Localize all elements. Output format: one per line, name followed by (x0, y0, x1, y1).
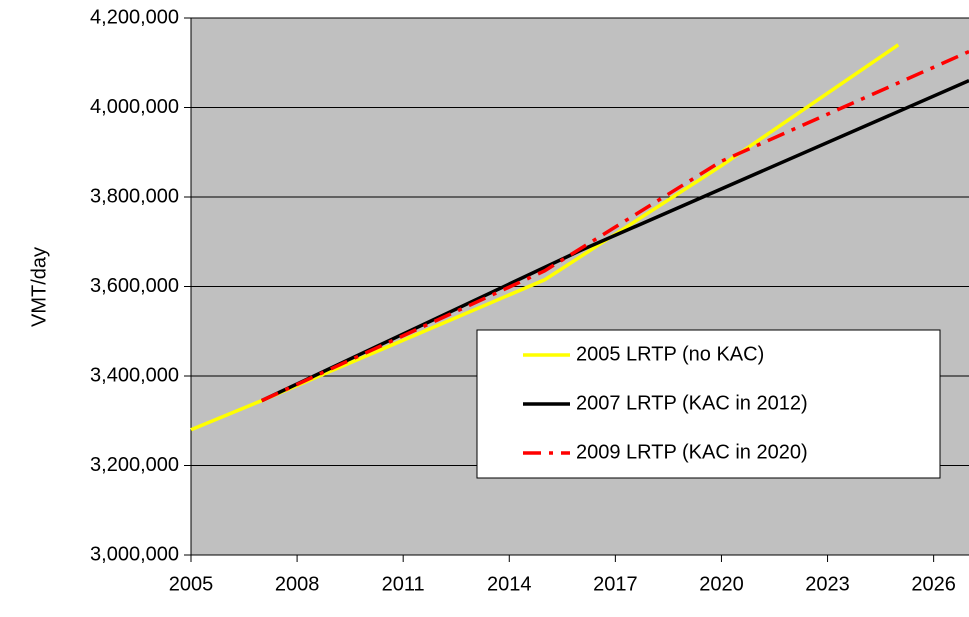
x-tick-label: 2020 (699, 573, 744, 595)
series-line (260, 49, 969, 403)
y-tick-label: 3,800,000 (90, 185, 179, 207)
y-axis-label: VMT/day (28, 247, 50, 327)
y-tick-label: 4,000,000 (90, 96, 179, 118)
y-tick-label: 3,400,000 (90, 364, 179, 386)
x-tick-label: 2014 (487, 573, 532, 595)
x-tick-label: 2011 (382, 573, 425, 595)
x-tick-label: 2005 (169, 573, 214, 595)
series-line (190, 43, 900, 432)
x-tick-label: 2008 (275, 573, 320, 595)
x-tick-label: 2026 (911, 573, 956, 595)
y-tick-label: 4,200,000 (90, 6, 179, 28)
y-tick-label: 3,600,000 (90, 275, 179, 297)
legend-label: 2009 LRTP (KAC in 2020) (576, 441, 808, 463)
y-tick-label: 3,000,000 (90, 543, 179, 565)
x-tick-label: 2017 (593, 573, 638, 595)
x-tick-label: 2023 (805, 573, 850, 595)
legend-label: 2005 LRTP (no KAC) (576, 343, 764, 365)
legend-label: 2007 LRTP (KAC in 2012) (576, 392, 808, 414)
y-tick-label: 3,200,000 (90, 454, 179, 476)
